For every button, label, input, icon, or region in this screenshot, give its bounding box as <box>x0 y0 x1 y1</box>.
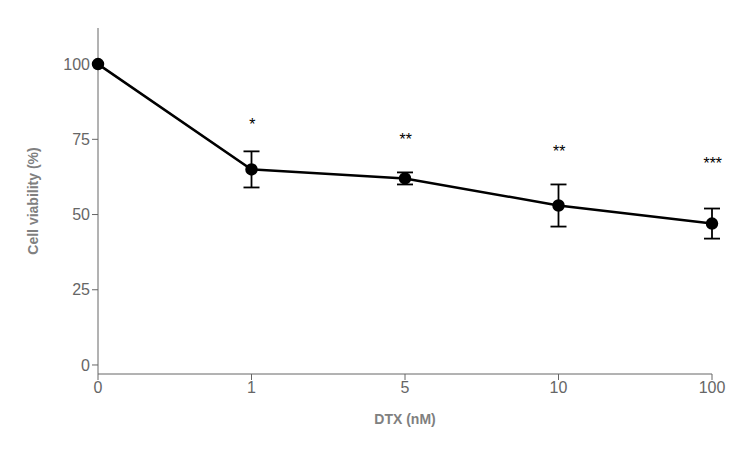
svg-text:10: 10 <box>550 379 568 396</box>
svg-text:Cell viability (%): Cell viability (%) <box>25 147 41 254</box>
svg-text:**: ** <box>399 131 412 148</box>
svg-text:5: 5 <box>401 379 410 396</box>
svg-text:DTX (nM): DTX (nM) <box>374 411 435 427</box>
svg-text:100: 100 <box>63 56 90 73</box>
svg-text:*: * <box>248 116 255 133</box>
svg-text:0: 0 <box>94 379 103 396</box>
svg-text:***: *** <box>703 155 722 172</box>
svg-text:25: 25 <box>72 281 90 298</box>
svg-text:1: 1 <box>247 379 256 396</box>
svg-text:50: 50 <box>72 206 90 223</box>
svg-text:75: 75 <box>72 131 90 148</box>
svg-text:**: ** <box>552 143 565 160</box>
svg-text:0: 0 <box>81 357 90 374</box>
svg-text:100: 100 <box>699 379 726 396</box>
